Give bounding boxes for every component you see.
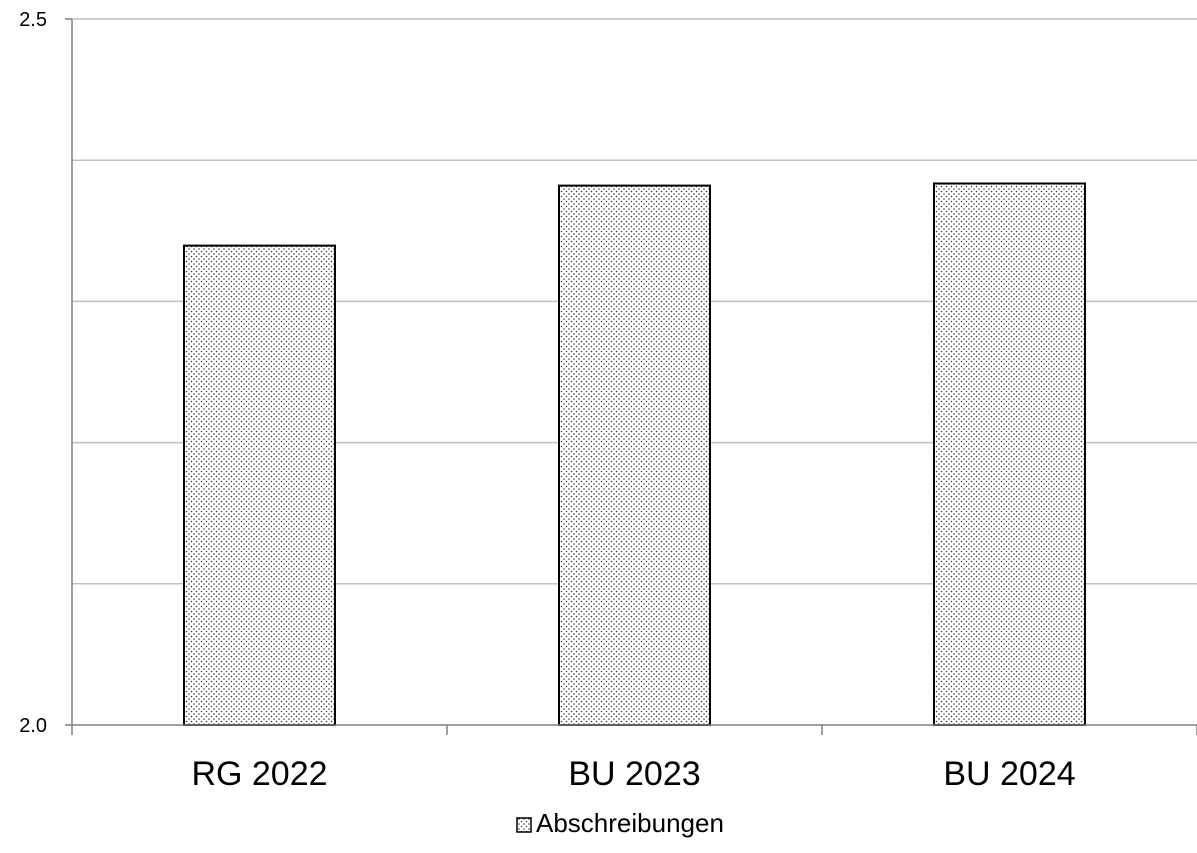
x-tick-label: BU 2023 <box>568 755 700 793</box>
axes <box>65 18 1197 735</box>
legend-label: Abschreibungen <box>536 808 724 838</box>
y-tick-label: 2.5 <box>19 9 47 31</box>
legend-swatch <box>516 817 532 833</box>
x-tick-label: BU 2024 <box>943 755 1075 793</box>
axis-labels: 2.0 2.5 RG 2022 BU 2023 BU 2024 <box>19 9 1075 793</box>
bar-bu-2024 <box>933 182 1086 727</box>
bar-rg-2022 <box>183 244 336 726</box>
y-tick-label: 2.0 <box>19 715 47 737</box>
bar-bu-2023 <box>558 184 711 726</box>
legend: Abschreibungen <box>516 808 724 838</box>
x-tick-label: RG 2022 <box>191 755 327 793</box>
bars <box>183 182 1086 727</box>
